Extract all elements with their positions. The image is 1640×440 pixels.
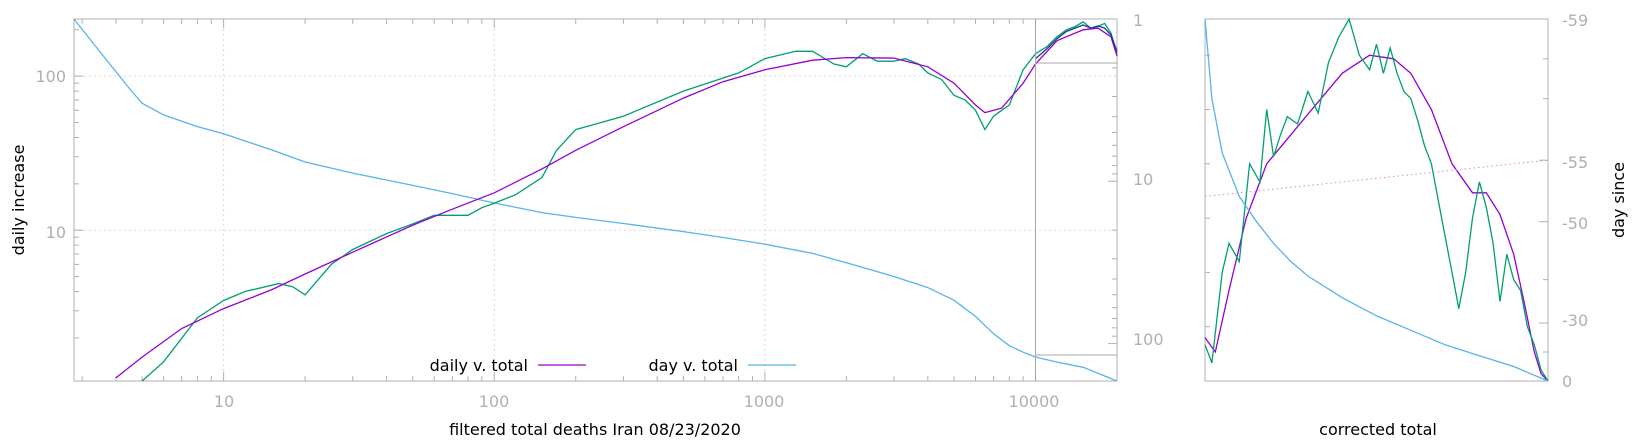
right-series-group: [1204, 17, 1549, 382]
right-tick-marks: [1205, 18, 1548, 382]
left-tick-marks: [74, 18, 1118, 381]
legend-label-daily: daily v. total: [430, 356, 528, 375]
y2-tick-label: 100: [1133, 330, 1164, 349]
x-axis-title: filtered total deaths Iran 08/23/2020: [449, 420, 741, 439]
left-plot-frame: [73, 18, 1118, 382]
x-tick-label: 10000: [1009, 392, 1060, 411]
right-plot-frame: [1204, 18, 1549, 382]
x-tick-label: 100: [479, 392, 510, 411]
left-plot: 10 100 1000 10000 100 10 1 10 100 filter…: [9, 11, 1164, 439]
day-since-tick-label: 0: [1562, 372, 1572, 391]
left-series-group: [73, 18, 1118, 382]
corrected-fit-line: [1204, 54, 1549, 382]
y-tick-label: 10: [46, 223, 66, 242]
y-tick-label: 100: [35, 67, 66, 86]
y2-tick-label: 1: [1133, 11, 1143, 30]
legend: daily v. total day v. total: [430, 356, 796, 375]
y-axis-title: daily increase: [9, 145, 28, 256]
corrected-raw-line: [1204, 17, 1549, 382]
series-line-day-v-total: [73, 18, 1118, 382]
day-since-tick-label: -55: [1562, 153, 1588, 172]
x-tick-label: 1000: [744, 392, 785, 411]
right-y-axis-title: day since: [1609, 162, 1628, 238]
corrected-trend-line: [1204, 159, 1549, 197]
day-since-tick-label: -50: [1562, 214, 1588, 233]
series-line-inset-fit: [1035, 24, 1118, 60]
y2-tick-label: 10: [1133, 170, 1153, 189]
day-since-tick-label: -30: [1562, 311, 1588, 330]
x-tick-label: 10: [214, 392, 234, 411]
corrected-day-line: [1204, 18, 1549, 382]
inset-box: [1035, 19, 1117, 381]
legend-label-day: day v. total: [649, 356, 739, 375]
right-x-axis-title: corrected total: [1319, 420, 1437, 439]
right-plot: -59 -55 -50 -30 0 corrected total day si…: [1204, 11, 1628, 439]
series-line-daily-raw: [141, 21, 1118, 382]
day-since-tick-label: -59: [1562, 11, 1588, 30]
series-line-daily-v-total: [115, 27, 1118, 379]
left-gridlines: [74, 19, 1117, 381]
